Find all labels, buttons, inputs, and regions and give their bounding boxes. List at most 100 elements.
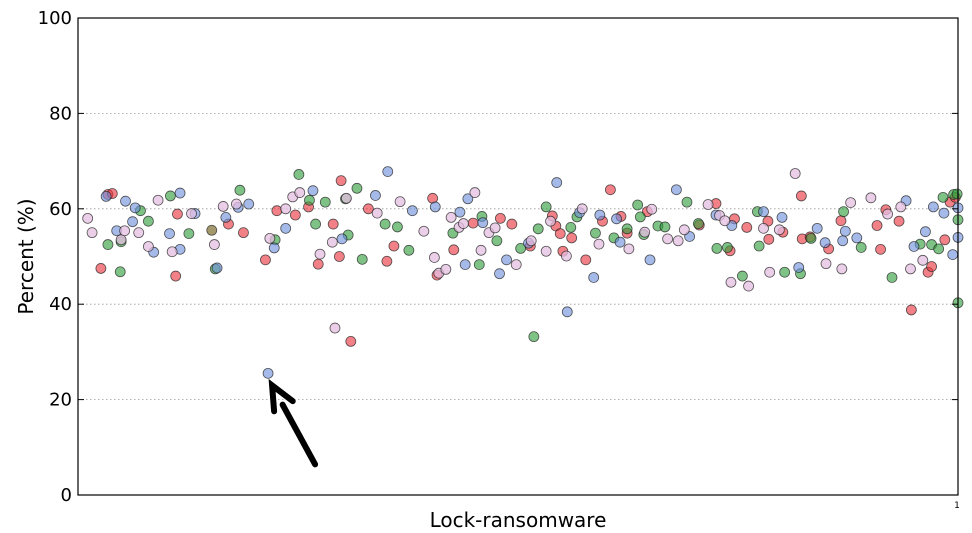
- scatter-point: [893, 215, 905, 227]
- scatter-point: [211, 262, 223, 274]
- scatter-point: [406, 205, 418, 217]
- scatter-point: [851, 232, 863, 244]
- scatter-point: [114, 266, 126, 278]
- scatter-point: [838, 206, 849, 218]
- y-tick-label: 0: [61, 485, 72, 506]
- scatter-point: [260, 254, 271, 266]
- scatter-point: [920, 226, 931, 238]
- scatter-point: [933, 243, 945, 255]
- scatter-point: [164, 228, 175, 240]
- scatter-point: [172, 208, 183, 220]
- scatter-point: [779, 266, 791, 278]
- scatter-point: [351, 182, 363, 194]
- scatter-point: [753, 240, 765, 252]
- scatter-point: [458, 218, 469, 229]
- scatter-point: [280, 222, 292, 234]
- scatter-point: [494, 268, 505, 280]
- scatter-point: [528, 331, 540, 343]
- scatter-point: [566, 232, 578, 244]
- scatter-point: [445, 211, 457, 223]
- scatter-point: [234, 184, 246, 196]
- scatter-point: [938, 207, 950, 219]
- scatter-point: [319, 196, 331, 208]
- scatter-point: [428, 252, 440, 263]
- scatter-point: [477, 217, 489, 229]
- scatter-point: [621, 223, 633, 235]
- scatter-point: [312, 258, 324, 270]
- plot-frame: [77, 17, 959, 496]
- scatter-point: [639, 226, 651, 238]
- scatter-point: [335, 175, 347, 187]
- scatter-point: [820, 258, 832, 270]
- scatter-point: [129, 202, 141, 214]
- scatter-point: [773, 224, 785, 236]
- scatter-point: [702, 199, 714, 210]
- scatter-point: [644, 254, 656, 266]
- scatter-point: [345, 336, 357, 347]
- x-axis-label: Lock-ransomware: [430, 508, 607, 532]
- scatter-point: [951, 188, 963, 200]
- scatter-point: [238, 227, 249, 239]
- scatter-point: [294, 187, 306, 198]
- scatter-point: [743, 280, 754, 292]
- scatter-point: [908, 241, 920, 252]
- scatter-point: [545, 215, 556, 227]
- y-tick-label: 60: [49, 199, 72, 220]
- scatter-point: [758, 206, 769, 218]
- scatter-point: [905, 263, 916, 275]
- scatter-point: [152, 194, 164, 206]
- scatter-point: [217, 201, 229, 212]
- scatter-point: [895, 201, 907, 213]
- scatter-point: [462, 193, 474, 205]
- scatter-point: [554, 228, 566, 240]
- scatter-point: [388, 240, 400, 252]
- scatter-point: [875, 243, 886, 255]
- scatter-point: [271, 205, 283, 217]
- scatter-point: [681, 196, 693, 208]
- scatter-point: [693, 218, 704, 229]
- scatter-point: [95, 263, 107, 274]
- scatter-point: [142, 215, 154, 227]
- scatter-point: [403, 244, 415, 256]
- scatter-point: [459, 259, 471, 271]
- scatter-point: [230, 198, 242, 210]
- scatter-point: [506, 218, 518, 230]
- scatter-point: [845, 197, 857, 208]
- scatter-point: [789, 168, 801, 179]
- scatter-point: [855, 242, 867, 253]
- scatter-point: [837, 235, 849, 247]
- scatter-point: [120, 195, 131, 207]
- scatter-point: [379, 218, 391, 230]
- scatter-point: [310, 218, 322, 230]
- scatter-point: [662, 233, 673, 245]
- scatter-point: [329, 322, 341, 334]
- scatter-point: [268, 242, 280, 254]
- scatter-point: [865, 192, 877, 204]
- scatter-point: [370, 190, 381, 201]
- scatter-point: [525, 235, 537, 247]
- scatter-point: [634, 211, 646, 223]
- scatter-point: [448, 244, 460, 256]
- scatter-point: [327, 218, 339, 230]
- scatter-point: [333, 251, 345, 262]
- arrow-head: [268, 378, 296, 415]
- scatter-point: [127, 216, 138, 228]
- scatter-point: [763, 233, 775, 245]
- scatter-point: [551, 177, 563, 188]
- scatter-point: [314, 248, 326, 260]
- scatter-point: [515, 242, 527, 254]
- grid-lines: [78, 113, 958, 401]
- scatter-point: [795, 190, 807, 202]
- scatter-point: [623, 243, 635, 255]
- scatter-point: [672, 235, 684, 247]
- scatter-point: [659, 221, 671, 233]
- scatter-point: [882, 208, 893, 220]
- scatter-point: [917, 254, 929, 266]
- scatter-point: [243, 198, 255, 210]
- scatter-point: [776, 211, 788, 223]
- scatter-point: [905, 304, 917, 316]
- scatter-point: [719, 215, 731, 227]
- scatter-point: [394, 196, 406, 208]
- scatter-point: [491, 235, 503, 247]
